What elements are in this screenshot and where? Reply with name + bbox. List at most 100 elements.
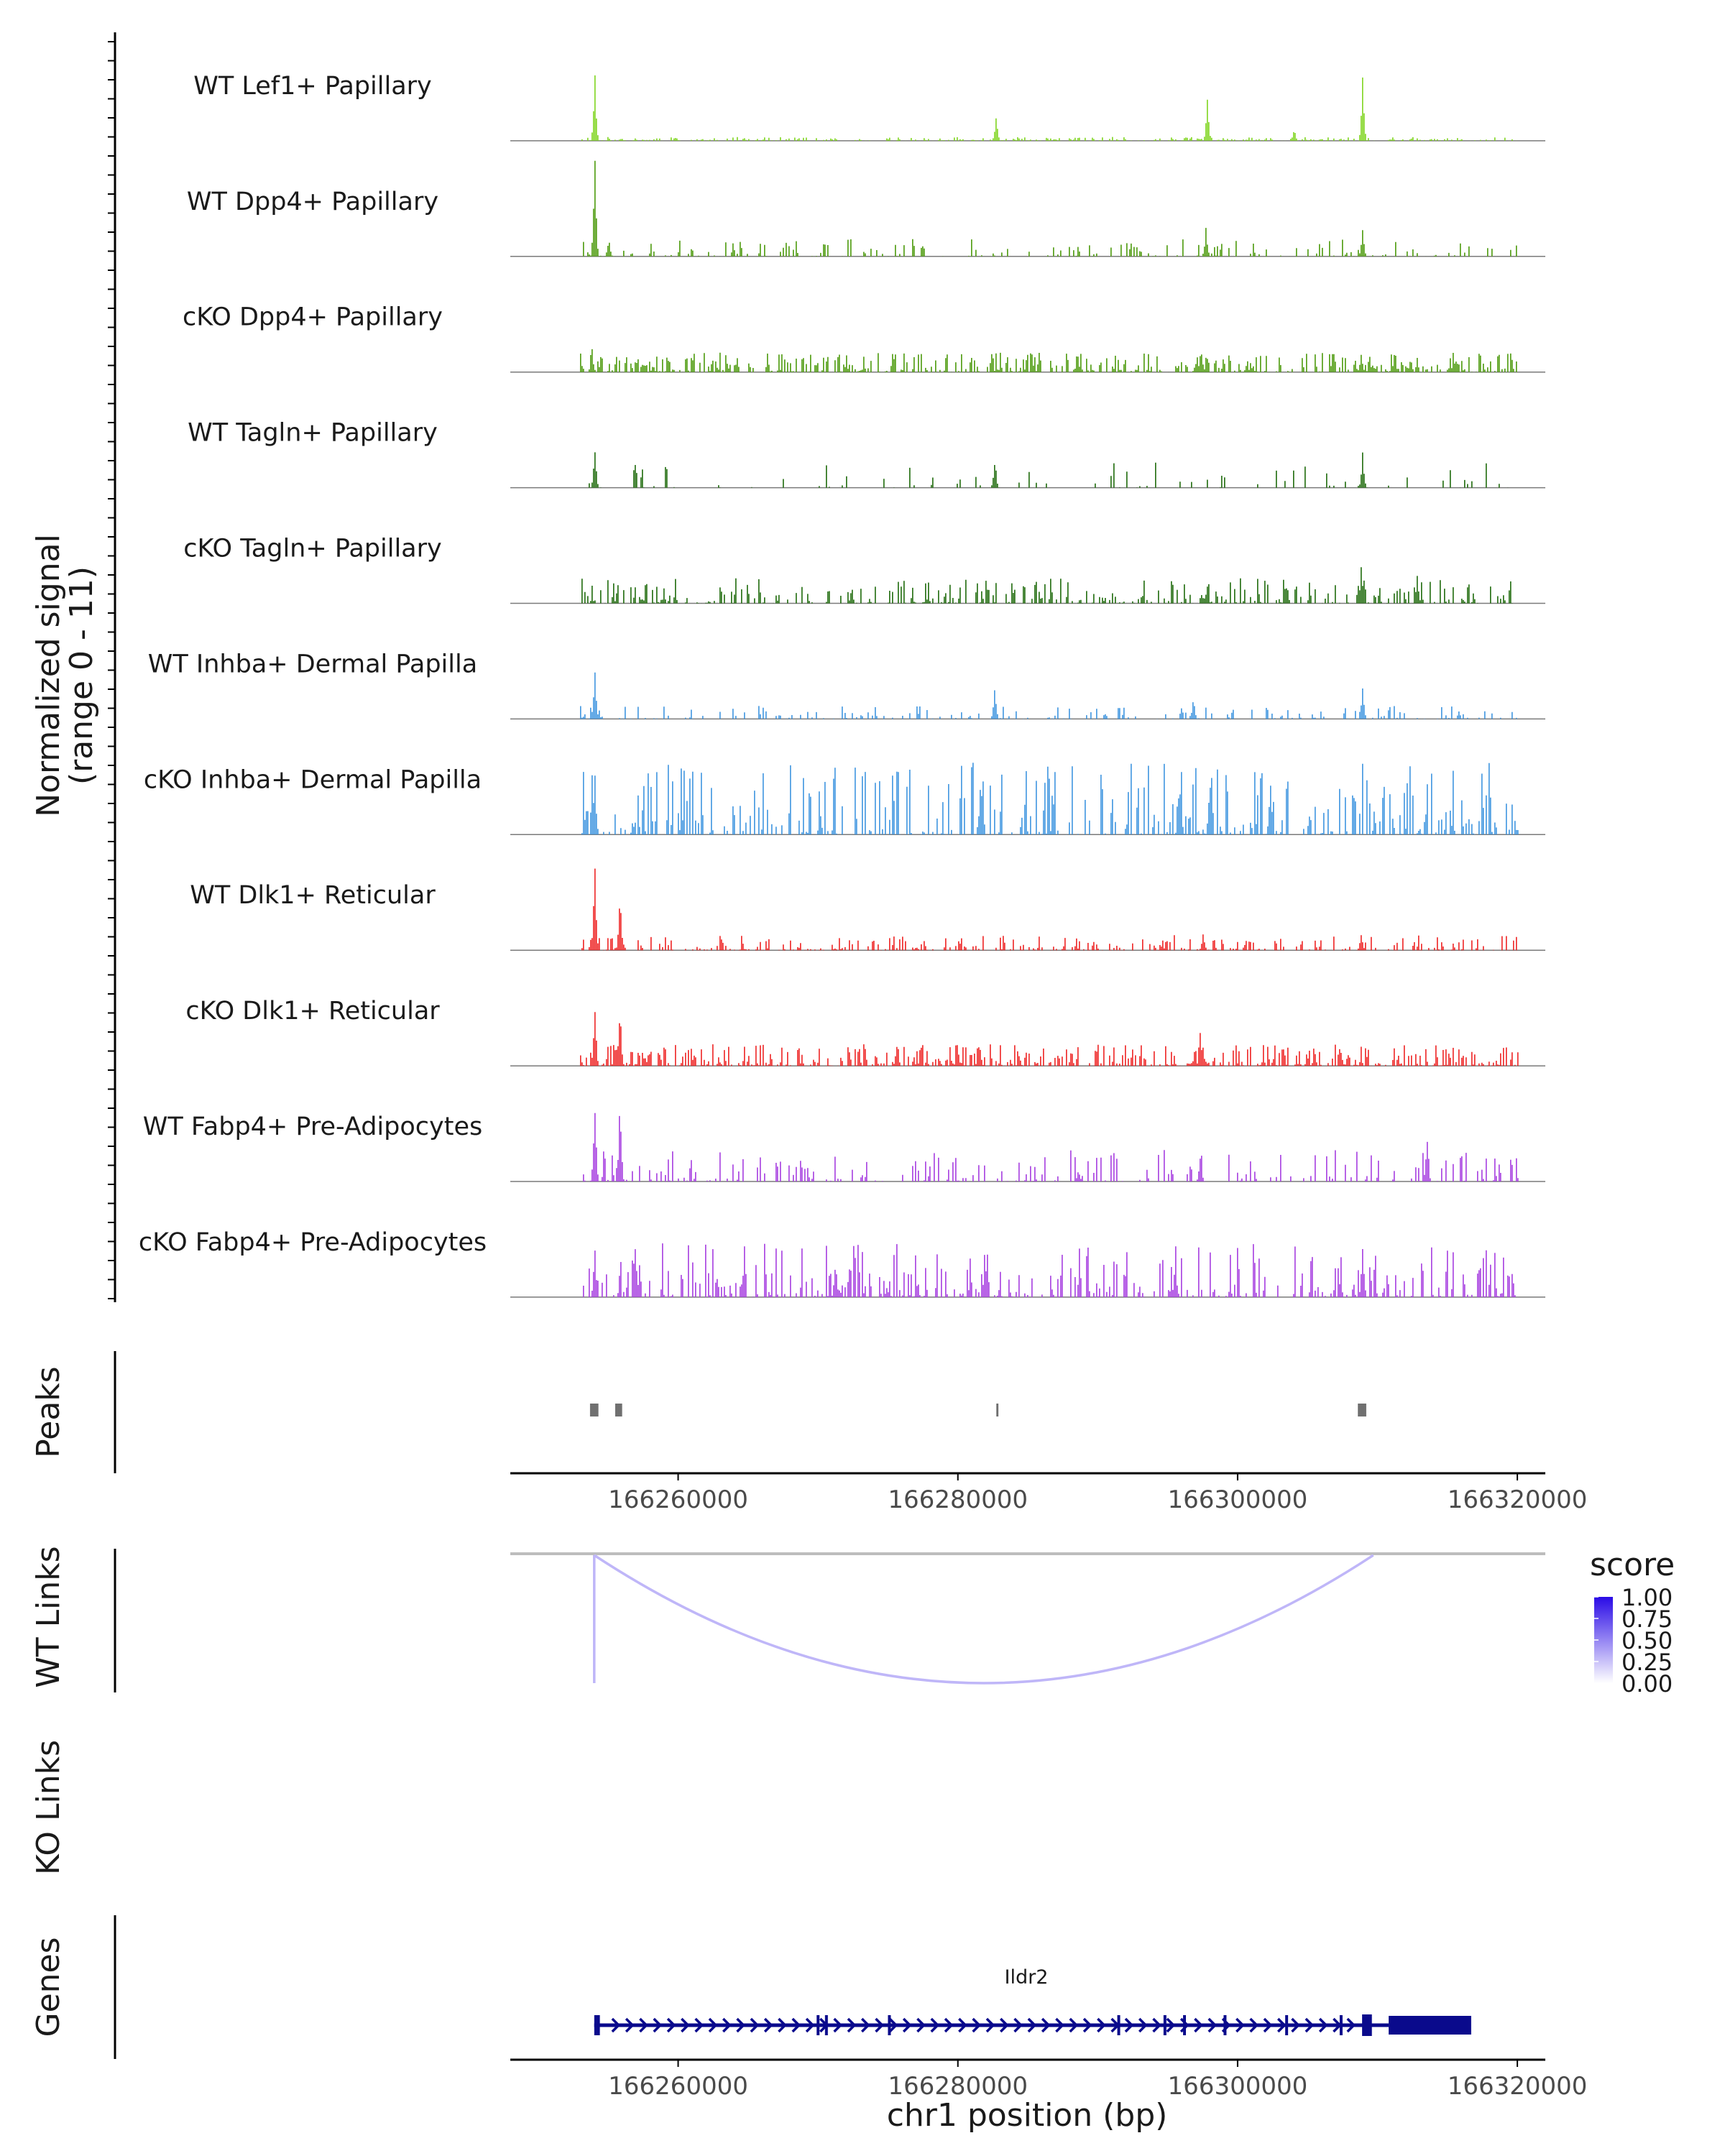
peak-4: [1358, 1404, 1366, 1416]
peak-1: [589, 1404, 599, 1416]
score-legend: score 1.000.750.500.250.00: [1590, 1547, 1675, 1697]
wt-link-arc-1: [593, 1554, 1374, 1685]
strand-arrow-24: [930, 2017, 940, 2033]
track-label-6: WT Inhba+ Dermal Papilla: [148, 650, 477, 678]
strand-arrow-26: [958, 2017, 967, 2033]
strand-arrow-9: [722, 2017, 732, 2033]
signal-area-8: [580, 868, 1519, 951]
strand-arrow-11: [750, 2017, 760, 2033]
strand-arrow-20: [875, 2017, 884, 2033]
strand-arrow-29: [999, 2017, 1009, 2033]
peaks-track: Peaks: [30, 1351, 1366, 1473]
coverage-track-11: cKO Fabp4+ Pre-Adipocytes: [139, 1228, 1545, 1298]
strand-arrow-52: [1318, 2017, 1328, 2033]
strand-arrow-33: [1055, 2017, 1064, 2033]
coverage-y-axis: [108, 32, 116, 1302]
strand-arrow-31: [1027, 2017, 1037, 2033]
strand-arrow-54: [1346, 2017, 1356, 2033]
track-label-2: WT Dpp4+ Papillary: [187, 188, 438, 216]
genes-track: Genes Ildr2: [30, 1915, 1471, 2059]
exon-10: [1339, 2015, 1343, 2035]
legend-tick-label-4: 0.25: [1622, 1649, 1673, 1676]
exon-3: [824, 2015, 828, 2035]
track-label-11: cKO Fabp4+ Pre-Adipocytes: [139, 1228, 487, 1257]
wt-links-label: WT Links: [30, 1546, 67, 1687]
strand-arrow-14: [791, 2017, 801, 2033]
track-label-1: WT Lef1+ Papillary: [193, 72, 432, 101]
legend-tick-label-3: 0.50: [1622, 1627, 1673, 1654]
strand-arrow-34: [1069, 2017, 1079, 2033]
strand-arrow-27: [972, 2017, 982, 2033]
links-tracks: WT Links KO Links: [30, 1546, 1545, 1875]
strand-arrow-40: [1152, 2017, 1162, 2033]
legend-tick-label-5: 0.00: [1622, 1670, 1673, 1697]
strand-arrow-47: [1249, 2017, 1259, 2033]
coverage-y-label-line1: Normalized signal: [30, 534, 67, 817]
track-label-5: cKO Tagln+ Papillary: [183, 535, 442, 563]
coverage-track-4: WT Tagln+ Papillary: [188, 419, 1545, 489]
signal-area-4: [580, 452, 1519, 488]
strand-arrow-21: [888, 2017, 898, 2033]
track-label-4: WT Tagln+ Papillary: [188, 419, 438, 448]
strand-arrow-39: [1138, 2017, 1148, 2033]
coverage-y-label-line2: (range 0 - 11): [63, 566, 100, 785]
x-axis-bottom-tick-label-3: 166300000: [1168, 2072, 1308, 2101]
signal-area-11: [580, 1243, 1519, 1297]
coverage-track-3: cKO Dpp4+ Papillary: [183, 303, 1545, 373]
exon-2: [816, 2015, 820, 2035]
coverage-track-6: WT Inhba+ Dermal Papilla: [148, 650, 1545, 720]
x-axis-top-tick-label-1: 166260000: [608, 1485, 748, 1514]
track-label-3: cKO Dpp4+ Papillary: [183, 303, 443, 332]
coverage-track-10: WT Fabp4+ Pre-Adipocytes: [143, 1112, 1545, 1182]
exon-cds-block: [1389, 2016, 1471, 2035]
strand-arrow-13: [778, 2017, 787, 2033]
strand-arrow-8: [708, 2017, 718, 2033]
x-axis-top-tick-label-4: 166320000: [1448, 1485, 1588, 1514]
signal-area-1: [580, 75, 1519, 141]
strand-arrow-6: [681, 2017, 690, 2033]
coverage-tracks: WT Lef1+ Papillary WT Dpp4+ Papillary cKO …: [139, 72, 1545, 1298]
exon-6: [1163, 2015, 1167, 2035]
signal-area-5: [580, 567, 1519, 604]
strand-arrow-36: [1097, 2017, 1106, 2033]
strand-arrow-51: [1305, 2017, 1315, 2033]
exon-5: [1117, 2015, 1121, 2035]
signal-area-6: [580, 672, 1519, 719]
strand-arrow-4: [653, 2017, 663, 2033]
strand-arrow-10: [736, 2017, 745, 2033]
legend-title: score: [1590, 1547, 1675, 1583]
signal-area-2: [580, 160, 1519, 257]
signal-area-10: [580, 1112, 1519, 1181]
strand-arrow-23: [916, 2017, 926, 2033]
strand-arrow-1: [611, 2017, 621, 2033]
exon-7: [1183, 2015, 1186, 2035]
strand-arrow-50: [1291, 2017, 1300, 2033]
legend-tick-label-1: 1.00: [1622, 1584, 1673, 1611]
strand-arrow-12: [763, 2017, 773, 2033]
signal-area-9: [580, 1012, 1519, 1067]
ko-links-label: KO Links: [30, 1740, 67, 1875]
x-axis-genes: 166260000 166280000 166300000 166320000: [510, 2058, 1587, 2101]
strand-arrow-17: [833, 2017, 843, 2033]
track-label-7: cKO Inhba+ Dermal Papilla: [144, 765, 482, 794]
x-axis-label: chr1 position (bp): [887, 2097, 1168, 2134]
coverage-track-2: WT Dpp4+ Papillary: [187, 160, 1545, 257]
strand-arrow-32: [1041, 2017, 1051, 2033]
exon-9: [1285, 2015, 1289, 2035]
strand-arrow-30: [1013, 2017, 1023, 2033]
x-axis-top-tick-label-2: 166280000: [888, 1485, 1028, 1514]
strand-arrow-41: [1166, 2017, 1176, 2033]
strand-arrow-25: [944, 2017, 954, 2033]
signal-area-7: [580, 763, 1519, 835]
exon-8: [1223, 2015, 1227, 2035]
strand-arrow-3: [639, 2017, 648, 2033]
strand-arrow-22: [902, 2017, 912, 2033]
legend-tick-label-2: 0.75: [1622, 1606, 1673, 1633]
strand-arrow-49: [1276, 2017, 1287, 2033]
strand-arrow-43: [1194, 2017, 1203, 2033]
x-axis-bottom-tick-label-1: 166260000: [608, 2072, 748, 2101]
genes-label: Genes: [30, 1937, 67, 2037]
strand-arrow-48: [1263, 2017, 1273, 2033]
strand-arrow-5: [666, 2017, 676, 2033]
peaks-label: Peaks: [30, 1366, 67, 1457]
